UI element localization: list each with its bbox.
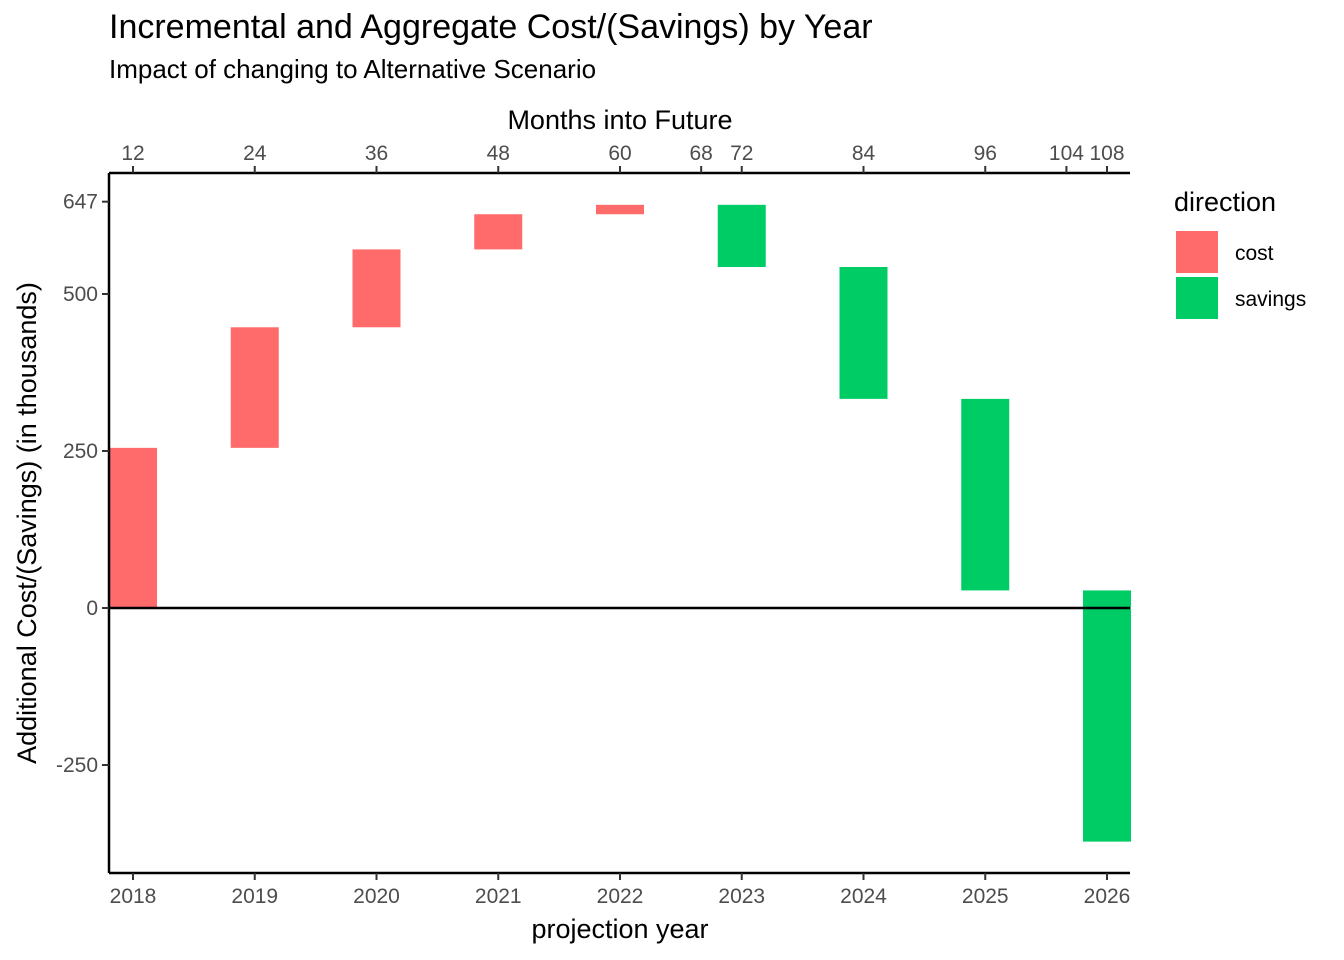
bar-2025 <box>961 399 1009 591</box>
top-tick-label: 60 <box>608 142 631 165</box>
x-tick-label: 2023 <box>718 885 765 908</box>
x-tick-label: 2022 <box>597 885 644 908</box>
y-tick-label: 500 <box>63 283 98 306</box>
x-tick-label: 2018 <box>110 885 157 908</box>
x-tick-label: 2019 <box>231 885 278 908</box>
bar-2024 <box>840 267 888 399</box>
y-tick-label: 250 <box>63 440 98 463</box>
y-axis-title: Additional Cost/(Savings) (in thousands) <box>12 282 42 764</box>
top-tick-label: 84 <box>852 142 876 165</box>
x-axis-title: projection year <box>531 914 708 944</box>
top-tick-label: 36 <box>365 142 388 165</box>
legend: direction cost savings <box>1174 187 1306 319</box>
legend-swatch-cost <box>1176 231 1218 273</box>
x-tick-label: 2025 <box>962 885 1009 908</box>
bar-2020 <box>353 249 401 327</box>
bar-2026 <box>1083 590 1131 841</box>
top-tick-label: 48 <box>487 142 510 165</box>
bars-layer <box>109 205 1131 842</box>
x-tick-label: 2020 <box>353 885 400 908</box>
bar-2019 <box>231 327 279 448</box>
top-tick-label: 24 <box>243 142 267 165</box>
legend-swatch-savings <box>1176 277 1218 319</box>
bar-2023 <box>718 205 766 267</box>
legend-label-savings: savings <box>1235 288 1306 311</box>
y-tick-label: 0 <box>86 597 98 620</box>
legend-label-cost: cost <box>1235 242 1274 265</box>
x-tick-label: 2026 <box>1084 885 1131 908</box>
bar-2021 <box>474 214 522 249</box>
top-tick-label: 96 <box>974 142 997 165</box>
top-tick-label: 72 <box>730 142 753 165</box>
bar-2022 <box>596 205 644 214</box>
x-tick-label: 2021 <box>475 885 522 908</box>
y-tick-label: 647 <box>63 191 98 214</box>
x-tick-label: 2024 <box>840 885 887 908</box>
top-tick-label: 12 <box>121 142 144 165</box>
top-axis-title: Months into Future <box>507 105 732 135</box>
top-tick-label: 68 <box>689 142 712 165</box>
top-tick-label: 108 <box>1089 142 1124 165</box>
legend-title: direction <box>1174 187 1276 217</box>
top-tick-label: 104 <box>1049 142 1084 165</box>
bar-2018 <box>109 448 157 608</box>
y-tick-label: -250 <box>56 754 98 777</box>
